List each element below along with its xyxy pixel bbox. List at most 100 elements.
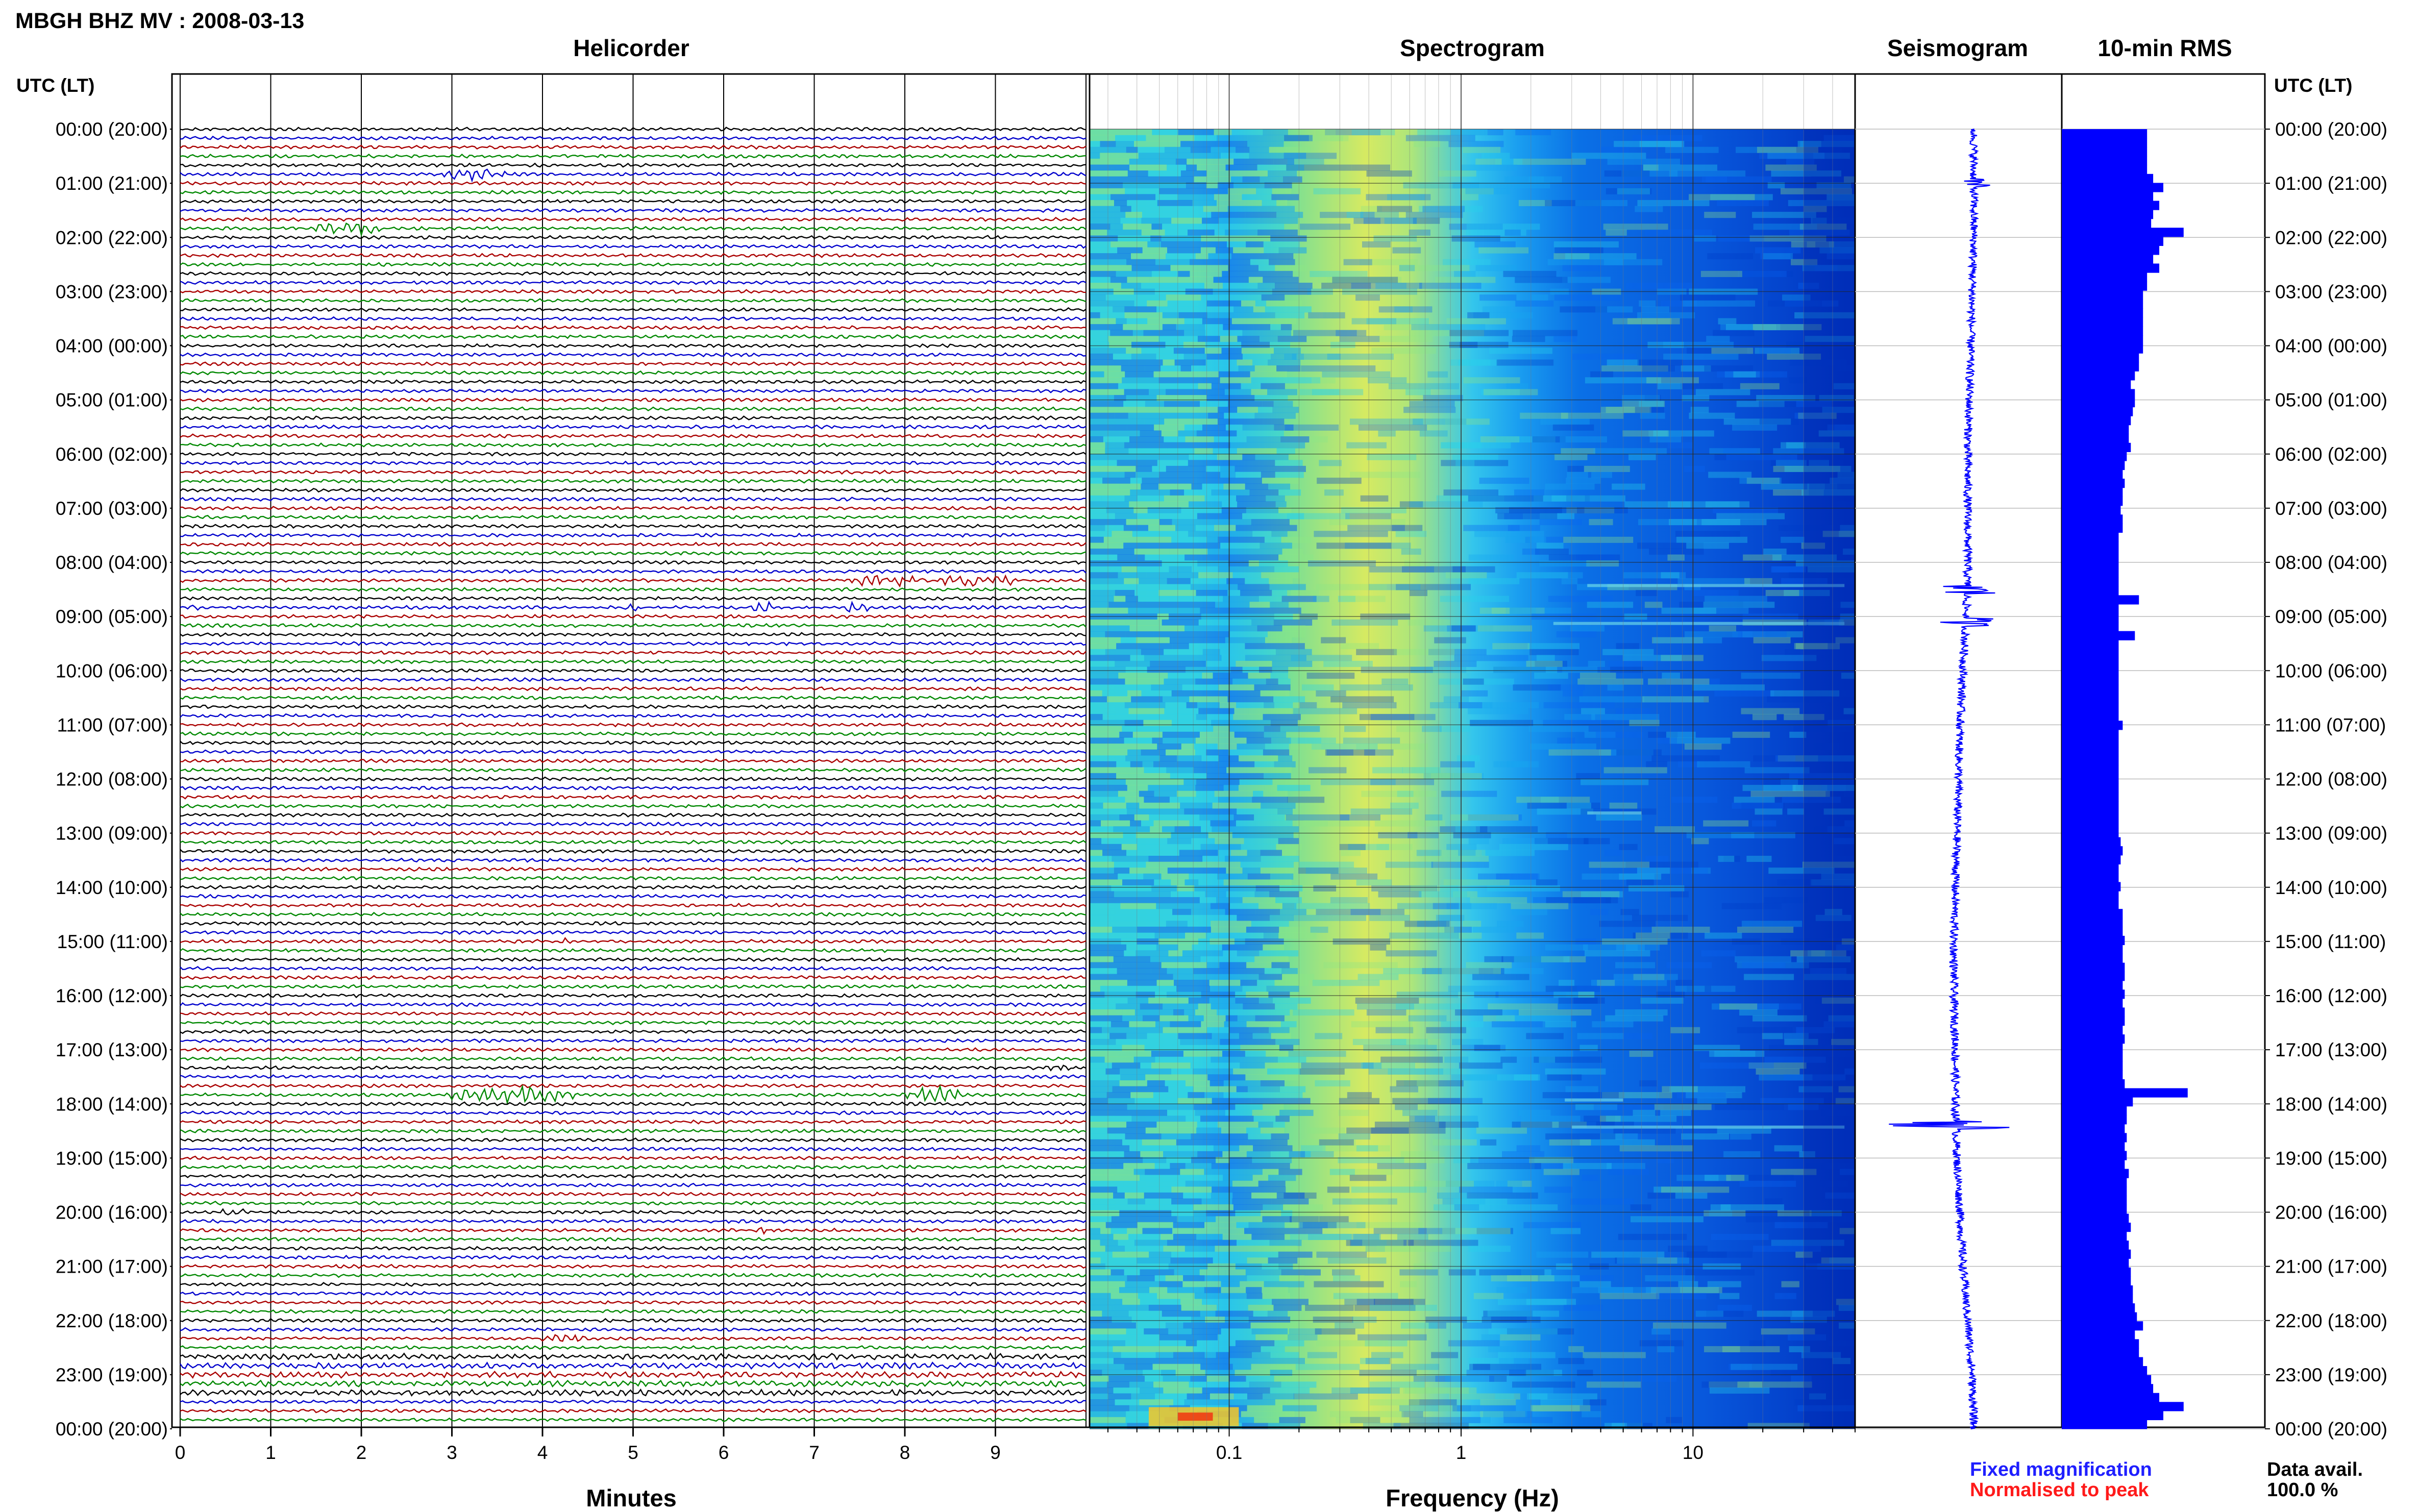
spectrogram-cell [1226, 767, 1263, 774]
spectrogram-cell [1202, 673, 1213, 679]
rms-bar [2062, 1267, 2131, 1277]
spectrogram-cell [1090, 259, 1127, 265]
spectrogram-cell [1339, 844, 1366, 850]
spectrogram-cell [1110, 153, 1139, 159]
spectrogram-cell [1455, 826, 1476, 833]
spectrogram-cell [1149, 277, 1177, 283]
helicorder-trace [180, 911, 1087, 917]
rms-bar [2062, 514, 2123, 524]
spectrogram-cell [1184, 832, 1208, 838]
spectrogram-cell [1189, 696, 1228, 703]
spectrogram-cell [1149, 206, 1178, 212]
spectrogram-cell [1172, 519, 1193, 526]
spectrogram-cell [1830, 1216, 1855, 1223]
spectrogram-cell [1090, 401, 1124, 407]
spectrogram-cell [1330, 341, 1355, 348]
spectrogram-cell [1127, 170, 1148, 177]
spectrogram-cell [1356, 743, 1428, 750]
spectrogram-cell [1195, 1009, 1217, 1016]
spectrogram-cell [1129, 294, 1166, 301]
spectrogram-cell [1647, 1192, 1692, 1199]
spectrogram-cell [1227, 590, 1241, 597]
spectrogram-cell [1719, 1293, 1740, 1299]
spectrogram-cell [1621, 170, 1678, 177]
spectrogram-cell [1113, 826, 1150, 833]
spectrogram-cell [1198, 1180, 1232, 1187]
spectrogram-cell [1134, 814, 1149, 821]
spectrogram-cell [1161, 714, 1196, 721]
spectrogram-cell [1740, 383, 1780, 389]
spectrogram-cell [1483, 702, 1544, 709]
spectrogram-cell [1211, 1056, 1250, 1063]
spectrogram-cell [1794, 1399, 1853, 1406]
spectrogram-cell [1132, 891, 1171, 898]
spectrogram-cell [1458, 359, 1498, 366]
spectrogram-cell [1141, 217, 1153, 224]
spectrogram-cell [1409, 501, 1483, 508]
spectrogram-cell [1179, 850, 1202, 856]
spectrogram-cell [1241, 300, 1255, 307]
spectrogram-cell [1127, 1228, 1143, 1234]
spectrogram-cell [1739, 1009, 1778, 1016]
spectrogram-cell [1197, 1121, 1218, 1128]
spectrogram-cell [1314, 1281, 1384, 1287]
spectrogram-cell [1131, 1317, 1151, 1323]
spectrogram-cell [1090, 365, 1121, 372]
spectrogram-cell [1268, 483, 1291, 490]
spectrogram-cell [1269, 1240, 1302, 1246]
spectrogram-cell [1238, 1169, 1263, 1175]
spectrogram-cell [1775, 460, 1807, 466]
spectrogram-cell [1100, 1257, 1137, 1264]
rms-bar [2062, 756, 2119, 766]
spectrogram-cell [1201, 1251, 1241, 1258]
spectrogram-cell [1452, 182, 1513, 189]
helicorder-trace [180, 253, 1087, 258]
spectrogram-cell [1350, 808, 1413, 815]
spectrogram-cell [1281, 1269, 1321, 1276]
helicorder-trace [180, 1208, 1087, 1216]
spectrogram-cell [1600, 1133, 1638, 1140]
spectrogram-cell [1718, 318, 1737, 325]
spectrogram-cell [1112, 531, 1132, 537]
spectrogram-cell [1149, 814, 1163, 821]
spectrogram-cell [1232, 531, 1253, 537]
spectrogram-cell [1830, 247, 1855, 254]
spectrogram-cell [1161, 962, 1176, 969]
spectrogram-cell [1148, 407, 1187, 413]
spectrogram-cell [1164, 861, 1201, 868]
spectrogram-cell [1275, 472, 1304, 478]
spectrogram-cell [1238, 1175, 1253, 1181]
spectrogram-cell [1225, 1269, 1246, 1276]
spectrogram-cell [1473, 1364, 1542, 1370]
spectrogram-cell [1113, 1233, 1129, 1241]
spectrogram-cell [1090, 412, 1115, 419]
spectrogram-cell [1090, 483, 1106, 490]
spectrogram-cell [1090, 932, 1126, 939]
spectrogram-cell [1419, 891, 1467, 898]
spectrogram-cell [1553, 241, 1619, 248]
spectrogram-cell [1495, 992, 1566, 998]
spectrogram-cell [1220, 649, 1242, 655]
spectrogram-cell [1154, 253, 1166, 260]
spectrogram-cell [1291, 743, 1322, 750]
spectrogram-cell [1127, 749, 1141, 756]
helicorder-trace [180, 1155, 1087, 1161]
spectrogram-cell [1182, 253, 1196, 260]
helicorder-trace [180, 388, 1087, 393]
spectrogram-cell [1206, 749, 1228, 756]
spectrogram-cell [1607, 1163, 1645, 1170]
spectrogram-cell [1176, 324, 1205, 331]
spectrogram-cell [1835, 1098, 1855, 1104]
spectrogram-cell [1633, 932, 1688, 939]
spectrogram-cell [1771, 1169, 1817, 1175]
spectrogram-cell [1562, 277, 1611, 283]
spectrogram-cell [1126, 519, 1159, 526]
spectrogram-cell [1717, 1304, 1752, 1311]
spectrogram-cell [1148, 525, 1176, 531]
spectrogram-cell [1258, 407, 1273, 413]
spectrogram-cell [1090, 696, 1107, 703]
spectrogram-cell [1162, 731, 1200, 738]
spectrogram-cell [1251, 389, 1268, 395]
spectrogram-cell [1258, 997, 1273, 1004]
spectrogram-cell [1430, 932, 1482, 939]
